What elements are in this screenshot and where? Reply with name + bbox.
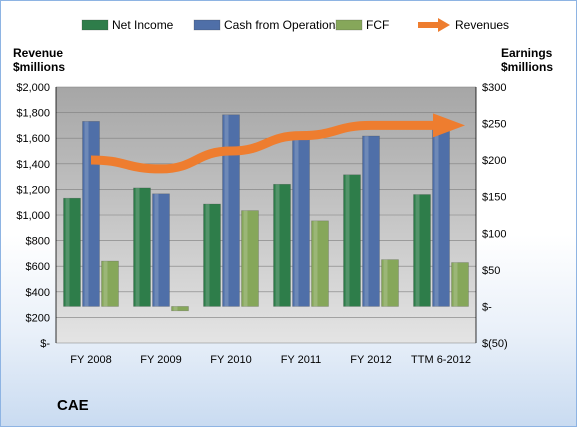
legend-swatch-net-income [81, 19, 109, 31]
legend-label: Revenues [455, 18, 509, 32]
bar-cash-from-operations [222, 114, 240, 307]
right-tick-label: $50 [482, 265, 500, 277]
bar-cash-from-operations [82, 121, 100, 307]
bar-net-income [413, 194, 431, 307]
bar-highlight [224, 114, 229, 307]
bar-highlight [65, 198, 70, 307]
bar-fcf [451, 262, 469, 307]
right-tick-label: $(50) [482, 338, 508, 350]
bar-highlight [205, 204, 210, 307]
bar-highlight [243, 210, 248, 307]
bar-highlight [364, 136, 369, 307]
left-tick-label: $- [40, 338, 50, 350]
bar-highlight [345, 174, 350, 307]
bar-net-income [203, 203, 221, 307]
bar-fcf [101, 260, 119, 307]
bar-highlight [434, 127, 439, 307]
category-label: FY 2012 [350, 354, 391, 366]
right-tick-label: $250 [482, 119, 506, 131]
revenues-line [90, 120, 435, 174]
left-tick-label: $1,200 [16, 184, 50, 196]
legend-label: FCF [366, 18, 389, 32]
right-axis-title: Earnings [501, 46, 553, 60]
company-name: CAE [57, 397, 89, 414]
bar-net-income [273, 183, 291, 307]
bar-net-income [63, 197, 81, 307]
bar-highlight [415, 194, 420, 307]
bar-highlight [103, 261, 108, 307]
right-axis-title: $millions [501, 60, 553, 74]
left-tick-label: $1,600 [16, 133, 50, 145]
left-tick-label: $800 [26, 236, 50, 248]
left-tick-label: $600 [26, 261, 50, 273]
category-label: TTM 6-2012 [411, 354, 471, 366]
category-label: FY 2011 [281, 354, 322, 366]
bar-fcf [311, 220, 329, 307]
bar-fcf [241, 210, 259, 307]
legend-swatch-cash-from-operations [193, 19, 221, 31]
bar-highlight [313, 220, 318, 307]
right-tick-label: $150 [482, 192, 506, 204]
bar-cash-from-operations [152, 193, 170, 307]
bar-fcf [381, 259, 399, 307]
bar-highlight [453, 262, 458, 307]
left-tick-label: $2,000 [16, 82, 50, 94]
left-tick-label: $1,400 [16, 159, 50, 171]
bar-highlight [135, 187, 140, 307]
legend-label: Net Income [112, 18, 174, 32]
left-tick-label: $400 [26, 287, 50, 299]
legend-label: Cash from Operations [224, 18, 341, 32]
right-tick-label: $100 [482, 228, 506, 240]
revenues-arrowhead [433, 113, 465, 138]
bar-net-income [343, 174, 361, 307]
left-tick-label: $200 [26, 312, 50, 324]
bar-highlight [294, 136, 299, 307]
right-tick-label: $- [482, 301, 492, 313]
right-tick-label: $200 [482, 155, 506, 167]
legend-arrowhead [438, 18, 450, 32]
bar-net-income [133, 187, 151, 307]
category-label: FY 2010 [210, 354, 251, 366]
bar-highlight [154, 193, 159, 307]
bar-cash-from-operations [362, 135, 380, 307]
left-axis-title: Revenue [13, 46, 63, 60]
bar-highlight [383, 259, 388, 307]
left-axis-title: $millions [13, 60, 65, 74]
right-tick-label: $300 [482, 82, 506, 94]
bar-highlight [173, 306, 178, 311]
category-label: FY 2009 [140, 354, 181, 366]
left-tick-label: $1,800 [16, 108, 50, 120]
left-tick-label: $1,000 [16, 210, 50, 222]
category-label: FY 2008 [70, 354, 111, 366]
bar-fcf [171, 306, 189, 312]
legend-swatch-fcf [335, 19, 363, 31]
bar-highlight [275, 184, 280, 307]
bar-highlight [84, 121, 89, 307]
